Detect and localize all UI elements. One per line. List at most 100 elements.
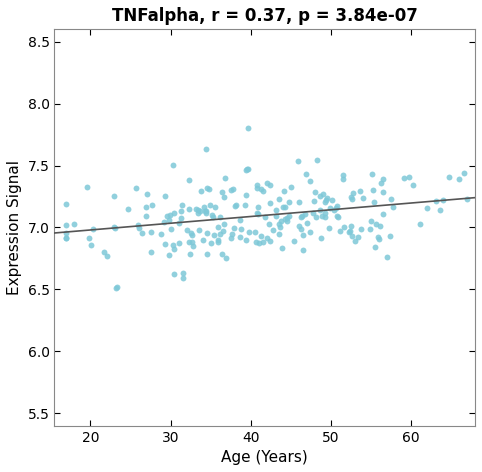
Point: [201, 207, 209, 215]
Point: [179, 269, 187, 277]
Point: [170, 270, 178, 278]
Point: [379, 210, 387, 218]
Point: [214, 236, 222, 244]
Point: [376, 222, 384, 230]
Point: [243, 165, 251, 172]
Point: [216, 213, 224, 220]
Point: [317, 206, 324, 214]
Point: [252, 228, 259, 236]
Point: [85, 234, 93, 242]
Point: [179, 274, 187, 281]
Point: [377, 179, 385, 186]
Point: [409, 182, 416, 189]
Point: [265, 220, 272, 228]
Point: [236, 233, 244, 241]
Point: [163, 212, 171, 220]
Point: [266, 181, 273, 188]
Point: [283, 214, 291, 222]
Point: [237, 217, 244, 224]
X-axis label: Age (Years): Age (Years): [221, 450, 308, 465]
Point: [170, 210, 178, 217]
Point: [103, 252, 110, 260]
Point: [299, 231, 307, 239]
Point: [401, 174, 408, 181]
Point: [199, 236, 207, 244]
Point: [138, 229, 146, 236]
Point: [460, 169, 468, 177]
Point: [147, 228, 155, 236]
Point: [203, 250, 211, 258]
Point: [325, 224, 333, 231]
Point: [244, 165, 252, 173]
Point: [348, 195, 356, 203]
Point: [237, 225, 245, 233]
Point: [266, 237, 274, 245]
Point: [124, 205, 132, 213]
Point: [87, 242, 94, 249]
Point: [143, 203, 150, 211]
Point: [207, 240, 214, 247]
Point: [297, 213, 305, 220]
Point: [161, 192, 169, 199]
Point: [189, 242, 197, 249]
Point: [266, 199, 274, 207]
Point: [242, 236, 250, 244]
Point: [218, 188, 226, 196]
Point: [299, 246, 307, 253]
Title: TNFalpha, r = 0.37, p = 3.84e-07: TNFalpha, r = 0.37, p = 3.84e-07: [112, 7, 417, 25]
Point: [89, 225, 96, 233]
Point: [347, 194, 355, 201]
Point: [351, 237, 359, 244]
Point: [70, 220, 78, 228]
Point: [219, 227, 227, 235]
Point: [148, 201, 156, 209]
Point: [263, 234, 271, 242]
Point: [323, 194, 331, 202]
Point: [202, 209, 210, 216]
Point: [321, 209, 329, 217]
Point: [278, 217, 285, 225]
Point: [216, 231, 224, 238]
Point: [348, 222, 355, 230]
Point: [257, 185, 265, 193]
Point: [336, 228, 344, 235]
Point: [275, 230, 282, 237]
Point: [379, 176, 387, 183]
Point: [345, 228, 353, 236]
Point: [63, 221, 70, 229]
Point: [375, 236, 383, 243]
Point: [333, 212, 341, 220]
Point: [203, 184, 211, 192]
Point: [321, 213, 329, 221]
Point: [227, 186, 235, 194]
Point: [177, 207, 185, 214]
Point: [100, 249, 108, 256]
Point: [255, 240, 263, 247]
Point: [322, 197, 330, 204]
Point: [354, 233, 362, 241]
Point: [132, 185, 140, 192]
Point: [186, 238, 193, 245]
Point: [198, 187, 205, 195]
Point: [165, 251, 173, 259]
Point: [218, 251, 226, 258]
Point: [177, 215, 185, 222]
Point: [405, 174, 413, 181]
Point: [280, 188, 288, 195]
Point: [294, 158, 302, 165]
Point: [170, 245, 178, 253]
Point: [281, 203, 289, 211]
Point: [261, 213, 269, 221]
Point: [231, 202, 239, 210]
Point: [423, 204, 431, 212]
Point: [302, 171, 309, 178]
Point: [455, 176, 462, 183]
Point: [209, 211, 216, 219]
Point: [432, 197, 440, 204]
Point: [257, 232, 265, 239]
Point: [389, 203, 397, 211]
Point: [241, 202, 248, 209]
Point: [113, 283, 120, 290]
Point: [341, 223, 348, 231]
Point: [202, 145, 210, 153]
